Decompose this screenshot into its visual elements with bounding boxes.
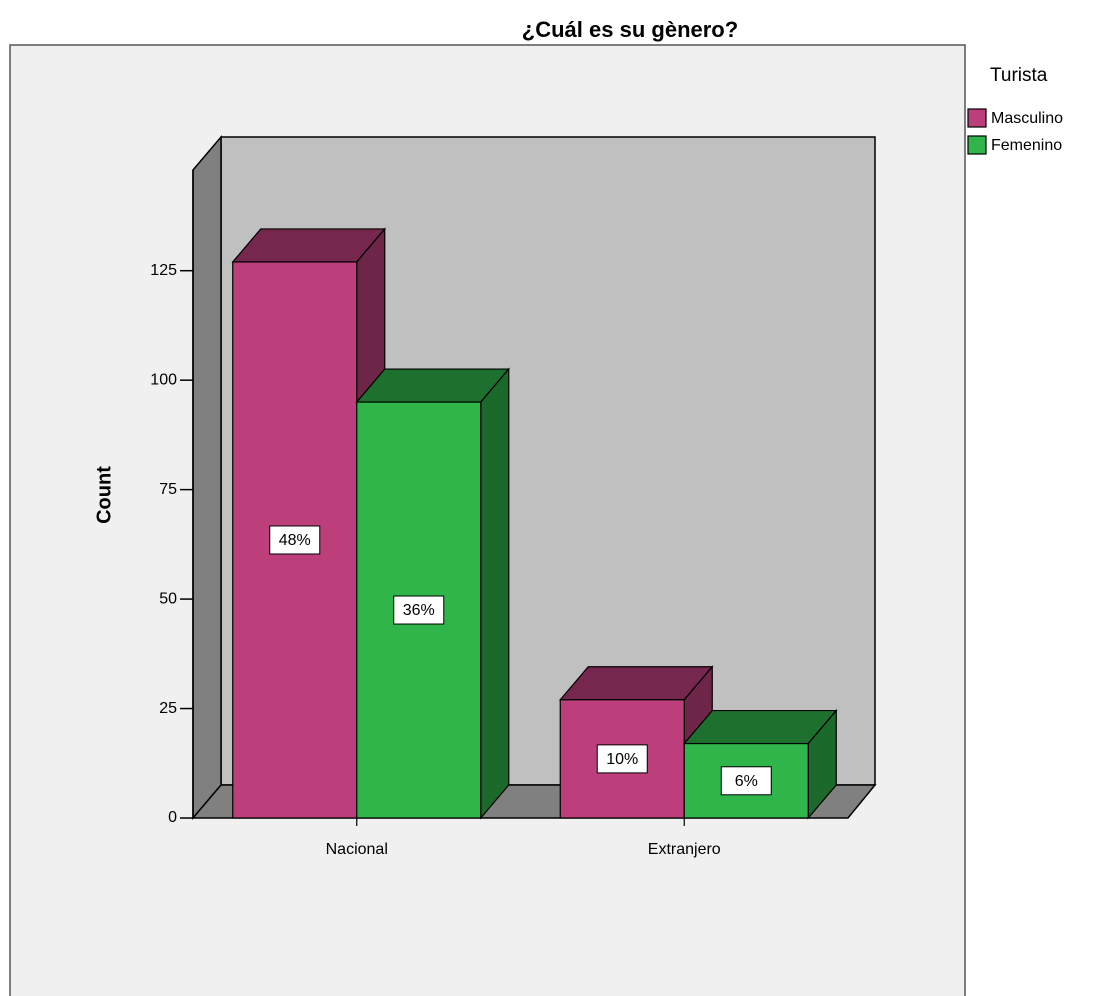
data-label: 10% (606, 751, 638, 768)
y-tick-label: 75 (159, 481, 177, 498)
legend-label: Femenino (991, 137, 1062, 154)
data-label: 36% (403, 602, 435, 619)
y-tick-label: 0 (168, 809, 177, 826)
chart-title: ¿Cuál es su gènero? (522, 17, 738, 42)
y-tick-label: 50 (159, 590, 177, 607)
x-tick-label: Extranjero (648, 841, 721, 858)
bar (232, 261, 358, 819)
data-label: 6% (735, 773, 758, 790)
legend-swatch (967, 108, 987, 128)
y-axis-label: Count (93, 466, 115, 524)
y-tick-label: 125 (150, 262, 177, 279)
data-label-box (596, 744, 648, 774)
legend-swatch (967, 135, 987, 155)
bar-side (480, 367, 510, 820)
legend-label: Masculino (991, 110, 1063, 127)
x-tick-label: Nacional (326, 841, 388, 858)
data-label-box (269, 525, 321, 555)
y-tick-label: 25 (159, 700, 177, 717)
y-tick-label: 100 (150, 371, 177, 388)
data-label-box (393, 595, 445, 625)
side-wall (192, 134, 222, 821)
data-label: 48% (279, 532, 311, 549)
data-label-box (720, 766, 772, 796)
legend-title: Turista (990, 65, 1048, 86)
